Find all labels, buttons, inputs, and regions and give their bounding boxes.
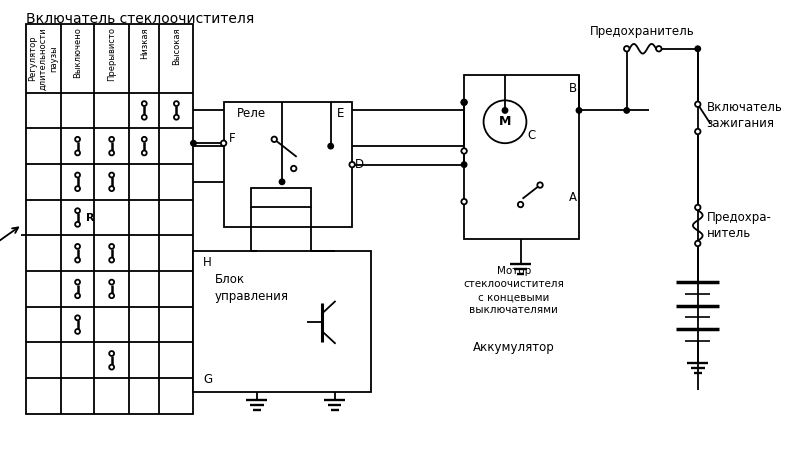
Circle shape	[110, 137, 114, 142]
Bar	[26, 24, 194, 414]
Circle shape	[110, 150, 114, 155]
Circle shape	[110, 365, 114, 370]
Circle shape	[75, 315, 80, 320]
Text: R: R	[86, 212, 94, 223]
Circle shape	[695, 129, 701, 134]
Circle shape	[110, 280, 114, 285]
Circle shape	[110, 258, 114, 263]
Text: C: C	[527, 129, 536, 142]
Circle shape	[75, 186, 80, 191]
Text: Включатель
зажигания: Включатель зажигания	[706, 101, 782, 131]
Circle shape	[695, 46, 701, 52]
Circle shape	[174, 101, 179, 106]
Circle shape	[576, 108, 582, 113]
Text: Мотор
стеклоочистителя
с концевыми
выключателями: Мотор стеклоочистителя с концевыми выклю…	[463, 266, 564, 316]
Text: Прерывисто: Прерывисто	[107, 27, 116, 81]
Circle shape	[142, 150, 146, 155]
Circle shape	[75, 222, 80, 227]
Circle shape	[75, 280, 80, 285]
Circle shape	[695, 205, 701, 210]
Text: B: B	[570, 82, 578, 95]
Circle shape	[142, 101, 146, 106]
Circle shape	[624, 108, 630, 113]
Bar	[251, 188, 311, 207]
Text: Аккумулятор: Аккумулятор	[473, 341, 554, 354]
Circle shape	[462, 100, 467, 105]
Circle shape	[75, 208, 80, 213]
Circle shape	[75, 329, 80, 334]
Circle shape	[271, 136, 277, 142]
Circle shape	[462, 100, 467, 105]
Circle shape	[462, 162, 467, 167]
Circle shape	[75, 172, 80, 177]
Text: Низкая: Низкая	[140, 27, 149, 59]
Circle shape	[174, 115, 179, 120]
Circle shape	[221, 141, 226, 146]
Text: Регулятор
длительности
паузы: Регулятор длительности паузы	[29, 27, 58, 90]
Circle shape	[624, 46, 630, 52]
Text: F: F	[229, 132, 235, 145]
Circle shape	[350, 162, 355, 167]
Circle shape	[291, 166, 297, 171]
Circle shape	[279, 179, 285, 185]
Circle shape	[695, 101, 701, 107]
Circle shape	[502, 108, 508, 113]
Text: Реле: Реле	[238, 107, 266, 120]
Circle shape	[110, 351, 114, 356]
Circle shape	[538, 182, 542, 188]
Text: E: E	[337, 107, 344, 120]
Circle shape	[75, 244, 80, 249]
Circle shape	[190, 141, 196, 146]
Circle shape	[75, 258, 80, 263]
Circle shape	[142, 115, 146, 120]
Text: Высокая: Высокая	[172, 27, 181, 65]
Circle shape	[142, 137, 146, 142]
Circle shape	[110, 293, 114, 298]
Text: Выключено: Выключено	[73, 27, 82, 78]
Circle shape	[110, 186, 114, 191]
Circle shape	[75, 137, 80, 142]
Text: Блок
управления: Блок управления	[215, 273, 289, 303]
Text: A: A	[570, 191, 578, 204]
Text: M: M	[499, 115, 511, 128]
Circle shape	[75, 150, 80, 155]
Circle shape	[328, 143, 334, 149]
Circle shape	[518, 202, 523, 207]
Circle shape	[462, 199, 467, 204]
Bar	[464, 75, 579, 238]
Circle shape	[110, 244, 114, 249]
Circle shape	[75, 293, 80, 298]
Circle shape	[462, 148, 467, 154]
Bar	[224, 102, 352, 227]
Circle shape	[695, 241, 701, 246]
Text: Включатель стеклоочистителя: Включатель стеклоочистителя	[26, 12, 254, 26]
Text: H: H	[203, 256, 212, 269]
Bar	[194, 251, 370, 392]
Text: D: D	[355, 158, 364, 171]
Text: Предохра-
нитель: Предохра- нитель	[706, 211, 771, 241]
Circle shape	[656, 46, 662, 52]
Circle shape	[110, 172, 114, 177]
Text: Предохранитель: Предохранитель	[590, 25, 694, 38]
Text: G: G	[203, 373, 212, 386]
